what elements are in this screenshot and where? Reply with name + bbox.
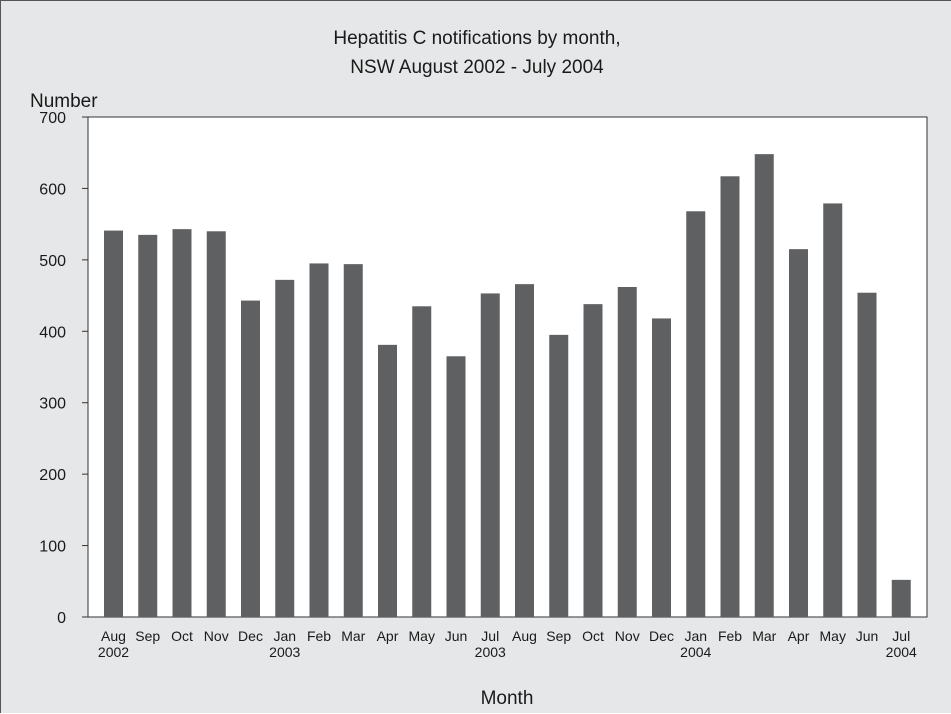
bar [309,263,329,617]
chart-title-line-2: NSW August 2002 - July 2004 [350,57,604,78]
x-tick-label-month: Dec [649,628,674,644]
y-tick-label: 500 [39,253,66,270]
x-tick-label-year: 2004 [886,644,917,660]
bar [241,300,260,617]
bar [549,334,569,617]
bars [104,154,911,618]
bar [104,230,123,618]
x-tick-label-year: 2004 [680,644,711,660]
x-tick-label-month: Aug [512,628,537,644]
x-tick-label-month: May [820,628,846,644]
x-tick-label-month: Dec [238,628,263,644]
bar [206,231,226,618]
x-tick-label-month: Jan [684,628,707,644]
x-tick-label-month: Jul [481,628,499,644]
x-tick-label-month: Sep [135,628,160,644]
x-tick-label-year: 2003 [475,644,506,660]
bar [823,203,843,617]
x-tick-label-month: Sep [546,628,571,644]
x-tick-label-month: Apr [788,628,810,644]
bar [378,344,397,617]
y-axis-ticks: 0 100 200 300 400 500 600 700 [39,110,88,627]
x-tick-label-month: Jan [273,628,296,644]
x-tick-label-month: Mar [752,628,776,644]
x-tick-label-month: Feb [718,628,742,644]
x-tick-label-year: 2003 [269,644,300,660]
bar [583,304,603,617]
chart-title-line-1: Hepatitis C notifications by month, [333,28,620,49]
x-tick-label-month: Jun [445,628,468,644]
y-tick-label: 200 [39,467,66,484]
bar [891,579,911,617]
bar [754,154,774,617]
bar [617,287,637,617]
x-tick-label-month: Nov [615,628,640,644]
y-tick-label: 600 [39,181,66,198]
plot-area [87,116,928,618]
x-tick-label-month: Feb [307,628,331,644]
bar [686,211,706,618]
x-tick-label-month: Apr [377,628,399,644]
x-tick-label-month: Mar [341,628,365,644]
bar [343,264,363,617]
bar [446,356,466,617]
bar [412,306,432,617]
y-tick-label: 700 [39,110,66,127]
y-tick-label: 100 [39,539,66,556]
x-tick-label-month: Jun [856,628,879,644]
x-tick-label-month: Oct [582,628,604,644]
bar [720,176,740,618]
bar [789,249,808,617]
bar [138,234,158,617]
y-tick-label: 300 [39,396,66,413]
x-tick-label-month: Nov [204,628,229,644]
bar [480,293,500,617]
bar [652,318,671,617]
bar [515,284,534,617]
bar [172,229,192,617]
x-tick-label-year: 2002 [98,644,129,660]
bar [275,279,295,617]
x-tick-label-month: Aug [101,628,126,644]
bar [857,292,877,617]
x-tick-label-month: Jul [892,628,910,644]
x-tick-label-month: May [409,628,435,644]
y-axis-label: Number [30,91,98,112]
y-tick-label: 0 [57,610,66,627]
x-axis-label: Month [481,688,534,709]
y-tick-label: 400 [39,324,66,341]
x-tick-label-month: Oct [171,628,193,644]
